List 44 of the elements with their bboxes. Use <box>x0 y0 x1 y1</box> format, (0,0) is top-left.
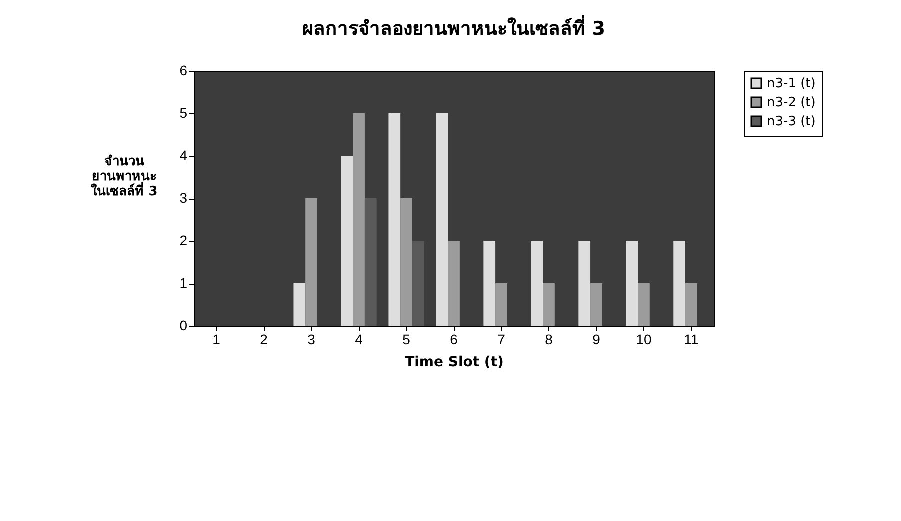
y-tick-label: 2 <box>180 232 188 248</box>
x-tick-label: 5 <box>402 332 411 348</box>
bar <box>496 284 508 326</box>
legend-label: n3-2 (t) <box>767 96 816 110</box>
x-tick-label: 10 <box>636 332 652 348</box>
bar <box>388 114 401 326</box>
y-tick-label: 1 <box>180 275 188 291</box>
bar <box>484 241 496 326</box>
x-tick-label: 11 <box>684 332 699 348</box>
bar <box>543 284 555 326</box>
x-axis-title: Time Slot (t) <box>405 354 504 370</box>
legend-label: n3-3 (t) <box>767 114 816 130</box>
x-tick-label: 4 <box>355 332 364 348</box>
bar <box>590 284 602 326</box>
bar <box>364 198 377 326</box>
x-tick-label: 9 <box>592 332 601 348</box>
bar <box>400 198 412 326</box>
bar <box>531 241 544 326</box>
bar <box>686 284 698 326</box>
bar <box>626 241 638 326</box>
bar <box>674 241 686 326</box>
bar <box>638 284 650 326</box>
x-tick-label: 3 <box>308 332 316 348</box>
bar <box>306 198 318 326</box>
x-tick-label: 2 <box>260 332 268 348</box>
bar <box>436 114 448 326</box>
bar <box>448 241 460 326</box>
y-tick-label: 3 <box>180 190 188 206</box>
chart-title: ผลการจำลองยานพาหนะในเซลล์ที่ 3 <box>302 15 606 40</box>
y-tick-label: 5 <box>180 105 188 121</box>
bar <box>578 241 591 326</box>
bar <box>353 114 365 326</box>
x-tick-label: 7 <box>498 332 506 348</box>
y-axis-title: จำนวนยานพาหนะในเซลล์ที่ 3 <box>91 154 158 200</box>
x-tick-label: 6 <box>450 332 458 348</box>
y-tick-label: 6 <box>180 62 188 78</box>
x-tick-label: 1 <box>212 332 221 348</box>
legend-label: n3-1 (t) <box>767 76 816 92</box>
y-tick-label: 4 <box>180 148 188 164</box>
bar <box>294 284 306 326</box>
bar <box>341 156 354 326</box>
bar <box>412 241 424 326</box>
x-tick-label: 8 <box>545 332 554 348</box>
y-tick-label: 0 <box>180 318 188 334</box>
